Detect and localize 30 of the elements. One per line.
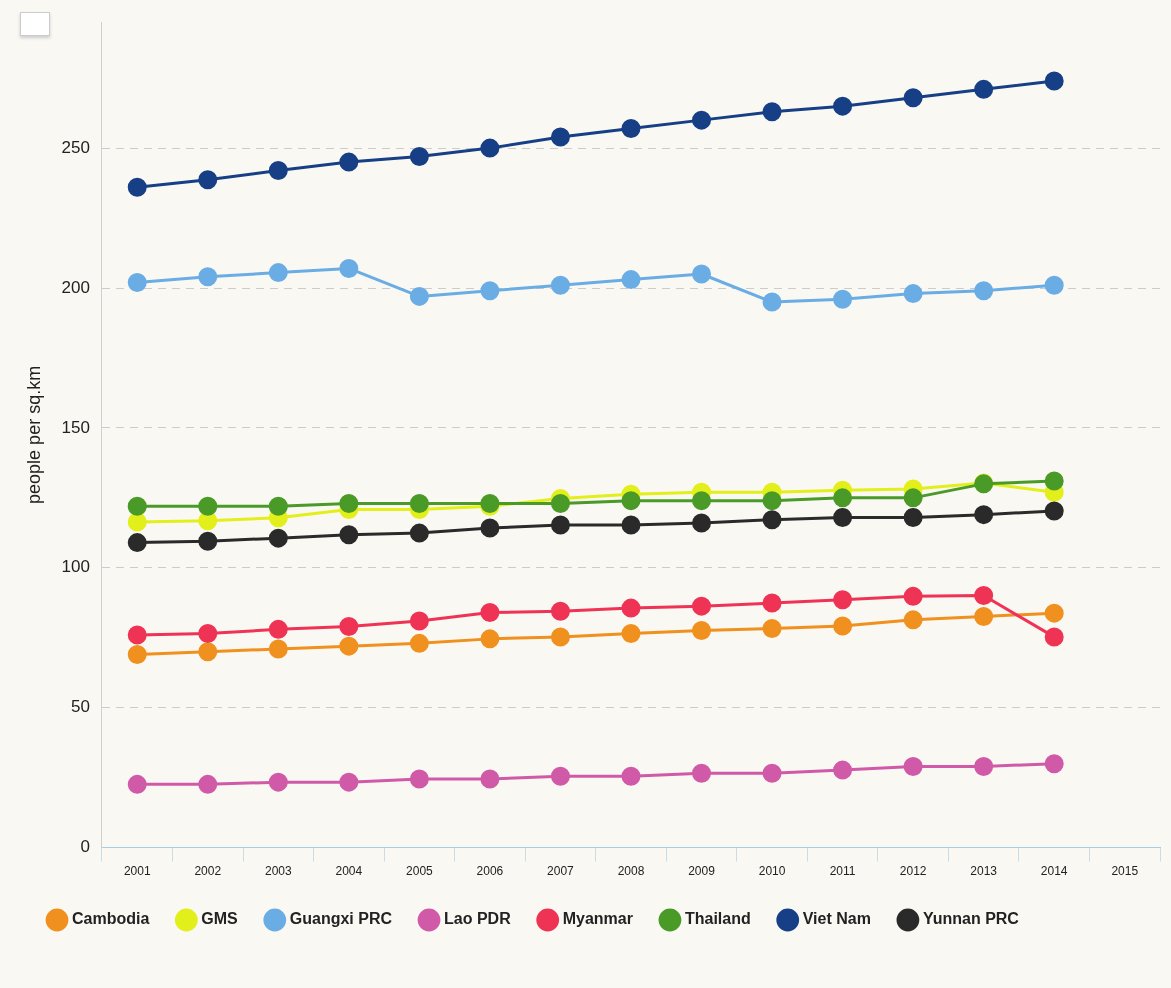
legend-label: Viet Nam — [802, 910, 871, 928]
legend-label: Cambodia — [72, 910, 150, 928]
y-tick-label: 200 — [61, 277, 90, 297]
legend-label: Thailand — [684, 910, 751, 928]
x-tick-label: 2008 — [617, 864, 645, 879]
x-tick-label: 2012 — [899, 864, 927, 879]
x-tick-label: 2010 — [758, 864, 786, 879]
y-tick-label: 250 — [61, 137, 90, 157]
legend-label: Guangxi PRC — [289, 910, 393, 928]
x-tick-label: 2006 — [476, 864, 504, 879]
y-tick-label: 50 — [71, 697, 90, 717]
x-tick-label: 2011 — [829, 864, 856, 879]
x-tick-label: 2014 — [1040, 864, 1068, 879]
x-tick-label: 2015 — [1111, 864, 1139, 879]
y-tick-label: 100 — [61, 557, 90, 577]
y-axis-title: people per sq.km — [23, 365, 44, 504]
legend-label: Myanmar — [562, 910, 633, 928]
x-tick-label: 2004 — [335, 864, 363, 879]
x-tick-label: 2001 — [123, 864, 151, 879]
x-tick-label: 2002 — [194, 864, 222, 879]
legend-label: GMS — [201, 910, 239, 928]
x-tick-label: 2009 — [688, 864, 716, 879]
legend-label: Lao PDR — [444, 910, 512, 928]
y-tick-label: 150 — [61, 417, 90, 437]
x-tick-label: 2005 — [406, 864, 434, 879]
y-tick-label: 0 — [80, 837, 90, 857]
legend-label: Yunnan PRC — [922, 910, 1020, 928]
x-tick-label: 2003 — [264, 864, 292, 879]
x-tick-label: 2013 — [970, 864, 998, 879]
x-tick-label: 2007 — [547, 864, 575, 879]
